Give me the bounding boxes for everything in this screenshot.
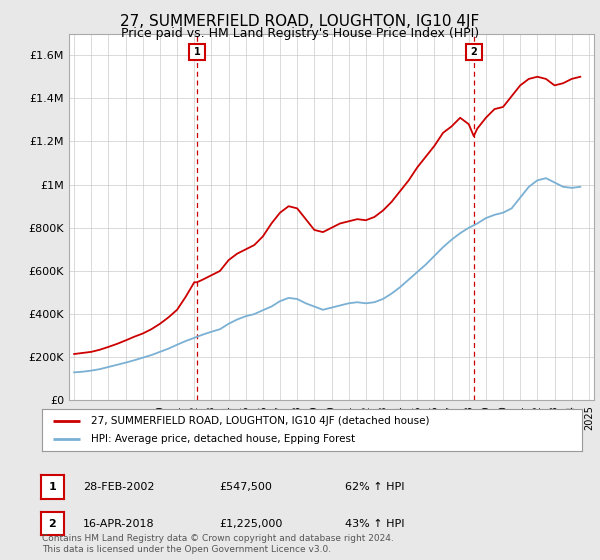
Text: £1,225,000: £1,225,000 (219, 519, 283, 529)
Text: 1: 1 (49, 482, 56, 492)
Text: 62% ↑ HPI: 62% ↑ HPI (345, 482, 404, 492)
Text: 28-FEB-2002: 28-FEB-2002 (83, 482, 154, 492)
Text: 16-APR-2018: 16-APR-2018 (83, 519, 154, 529)
Text: 2: 2 (49, 519, 56, 529)
Text: £547,500: £547,500 (219, 482, 272, 492)
Text: 43% ↑ HPI: 43% ↑ HPI (345, 519, 404, 529)
Text: HPI: Average price, detached house, Epping Forest: HPI: Average price, detached house, Eppi… (91, 434, 355, 444)
Text: Contains HM Land Registry data © Crown copyright and database right 2024.
This d: Contains HM Land Registry data © Crown c… (42, 534, 394, 554)
Text: 2: 2 (470, 47, 477, 57)
Text: 27, SUMMERFIELD ROAD, LOUGHTON, IG10 4JF: 27, SUMMERFIELD ROAD, LOUGHTON, IG10 4JF (121, 14, 479, 29)
Text: Price paid vs. HM Land Registry's House Price Index (HPI): Price paid vs. HM Land Registry's House … (121, 27, 479, 40)
Text: 1: 1 (194, 47, 200, 57)
Text: 27, SUMMERFIELD ROAD, LOUGHTON, IG10 4JF (detached house): 27, SUMMERFIELD ROAD, LOUGHTON, IG10 4JF… (91, 416, 429, 426)
